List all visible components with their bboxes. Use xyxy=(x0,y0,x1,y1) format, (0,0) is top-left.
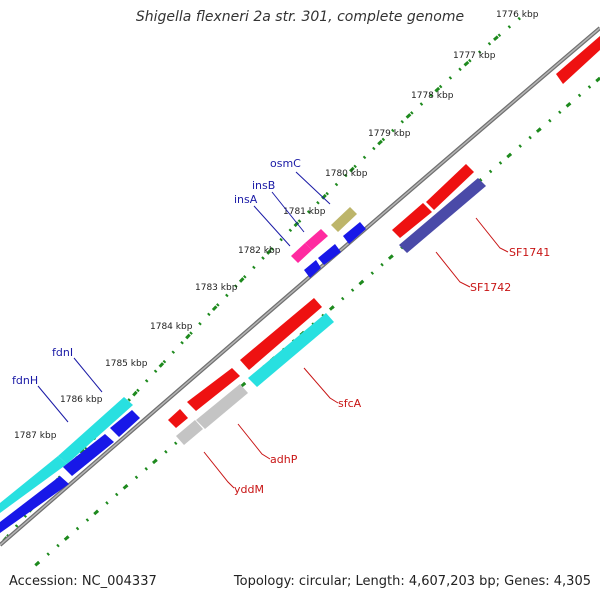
leader-osmC xyxy=(295,171,331,205)
gene-fdnG-c[interactable] xyxy=(0,476,69,533)
leader-fdnH xyxy=(37,385,69,423)
gene-SF1741-b[interactable] xyxy=(392,203,432,238)
outer-major-ticks xyxy=(0,16,521,546)
gene-yddM-red[interactable] xyxy=(168,409,188,428)
gene-insA[interactable] xyxy=(291,243,312,263)
genome-summary-text: Topology: circular; Length: 4,607,203 bp… xyxy=(233,574,591,589)
gene-labels: osmC insB insA fdnI fdnH SF1741 SF1742 s… xyxy=(12,157,550,496)
tick-label: 1778 kbp xyxy=(411,91,454,101)
gene-yddM[interactable] xyxy=(176,420,203,445)
tick-label: 1777 kbp xyxy=(453,51,496,61)
gene-blue-mid[interactable] xyxy=(318,244,341,265)
label-sfcA: sfcA xyxy=(338,397,362,410)
leader-SF1741 xyxy=(475,217,509,253)
gene-insB[interactable] xyxy=(305,229,328,250)
tick-label: 1783 kbp xyxy=(195,283,238,293)
label-insB: insB xyxy=(252,179,275,192)
tick-label: 1787 kbp xyxy=(14,431,57,441)
forward-features xyxy=(0,207,366,533)
gene-osmC[interactable] xyxy=(331,207,357,232)
gene-adhP-red[interactable] xyxy=(187,368,240,411)
leader-fdnI xyxy=(73,357,103,393)
inner-major-ticks xyxy=(29,76,600,572)
label-SF1742: SF1742 xyxy=(470,281,511,294)
label-insA: insA xyxy=(234,193,258,206)
label-fdnH: fdnH xyxy=(12,374,38,387)
gene-red-top[interactable] xyxy=(556,36,600,84)
leader-SF1742 xyxy=(435,251,471,288)
gene-adhP[interactable] xyxy=(196,384,248,429)
gene-sfcA[interactable] xyxy=(248,313,334,387)
tick-label: 1782 kbp xyxy=(238,246,281,256)
label-yddM: yddM xyxy=(234,483,264,496)
tick-label: 1785 kbp xyxy=(105,359,148,369)
label-osmC: osmC xyxy=(270,157,301,170)
leader-sfcA xyxy=(303,367,339,404)
gene-blue-upper[interactable] xyxy=(343,222,366,244)
gene-fdnH[interactable] xyxy=(0,456,67,513)
label-fdnI: fdnI xyxy=(52,346,73,359)
leader-lines xyxy=(37,171,509,489)
leader-adhP xyxy=(237,423,271,460)
reverse-features xyxy=(168,36,600,445)
leader-insA xyxy=(253,205,291,247)
gene-fdnG-a[interactable] xyxy=(110,410,140,437)
gene-SF1741-a[interactable] xyxy=(426,164,474,210)
label-SF1741: SF1741 xyxy=(509,246,550,259)
leader-insB xyxy=(271,191,305,233)
gene-fdnI[interactable] xyxy=(58,397,133,464)
gene-sfcA-red[interactable] xyxy=(240,298,322,370)
tick-label: 1786 kbp xyxy=(60,395,103,405)
tick-label: 1780 kbp xyxy=(325,169,368,179)
tick-label: 1781 kbp xyxy=(283,207,326,217)
map-title: Shigella flexneri 2a str. 301, complete … xyxy=(135,9,465,25)
leader-yddM xyxy=(203,451,235,489)
gene-SF1742[interactable] xyxy=(399,178,486,253)
tick-label: 1776 kbp xyxy=(496,10,539,20)
label-adhP: adhP xyxy=(270,453,298,466)
gene-blue-low[interactable] xyxy=(304,260,321,278)
tick-label: 1784 kbp xyxy=(150,322,193,332)
tick-labels: 1776 kbp 1777 kbp 1778 kbp 1779 kbp 1780… xyxy=(14,10,539,441)
accession-text: Accession: NC_004337 xyxy=(9,574,157,589)
gene-fdnG-b[interactable] xyxy=(63,434,114,476)
tick-label: 1779 kbp xyxy=(368,129,411,139)
